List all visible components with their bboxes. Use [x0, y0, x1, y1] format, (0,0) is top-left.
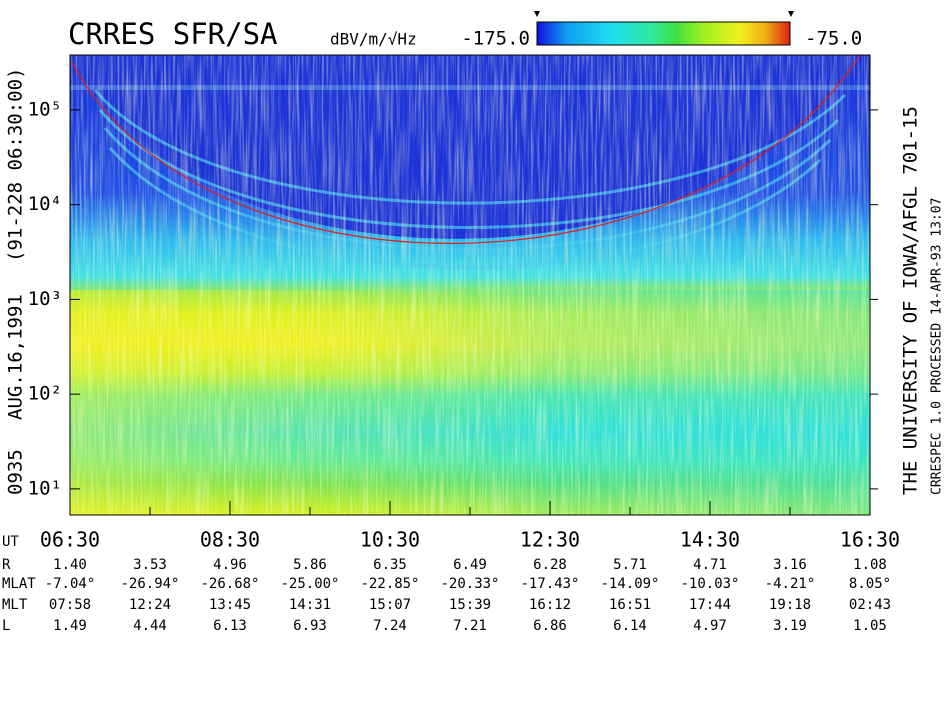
table-cell: -25.00°	[280, 576, 339, 592]
table-cell: 17:44	[689, 597, 731, 613]
left-annotation: AUG.16,1991	[5, 294, 27, 420]
table-cell: 1.05	[853, 618, 887, 634]
table-cell: 6.28	[533, 557, 567, 573]
table-cell: 12:24	[129, 597, 171, 613]
table-cell: 6.13	[213, 618, 247, 634]
table-cell: -26.68°	[200, 576, 259, 592]
table-cell: -14.09°	[600, 576, 659, 592]
table-cell: 6.14	[613, 618, 647, 634]
y-tick-label: 10¹	[28, 477, 62, 499]
table-cell: 14:31	[289, 597, 331, 613]
table-cell: -10.03°	[680, 576, 739, 592]
table-cell: 1.40	[53, 557, 87, 573]
right-annotation: THE UNIVERSITY OF IOWA/AFGL 701-15	[900, 106, 922, 495]
colorbar-marker	[534, 11, 794, 17]
table-cell: 16:51	[609, 597, 651, 613]
table-cell: 5.86	[293, 557, 327, 573]
table-cell: 5.71	[613, 557, 647, 573]
left-annotation: (91-228 06:30:00)	[5, 68, 27, 262]
table-cell: -22.85°	[360, 576, 419, 592]
colorbar-max-label: -75.0	[805, 28, 862, 50]
table-cell: 8.05°	[849, 576, 891, 592]
x-tick-label: 10:30	[360, 528, 420, 552]
y-tick-label: 10²	[28, 383, 62, 405]
table-cell: 7.24	[373, 618, 407, 634]
table-cell: -7.04°	[45, 576, 96, 592]
x-tick-label: 06:30	[40, 528, 100, 552]
table-cell: 15:39	[449, 597, 491, 613]
left-annotation: 0935	[5, 449, 27, 495]
table-cell: 15:07	[369, 597, 411, 613]
table-cell: 3.53	[133, 557, 167, 573]
right-annotation: CRRESPEC 1.0 PROCESSED 14-APR-93 13:07	[930, 198, 945, 495]
table-cell: 1.49	[53, 618, 87, 634]
table-cell: 6.49	[453, 557, 487, 573]
y-tick-label: 10³	[28, 288, 62, 310]
table-cell: 4.96	[213, 557, 247, 573]
x-tick-label: 08:30	[200, 528, 260, 552]
table-cell: 6.93	[293, 618, 327, 634]
table-row-label: L	[2, 618, 10, 634]
table-cell: 4.97	[693, 618, 727, 634]
table-cell: 7.21	[453, 618, 487, 634]
table-cell: 02:43	[849, 597, 891, 613]
table-cell: 3.16	[773, 557, 807, 573]
y-tick-label: 10⁵	[28, 98, 62, 120]
x-tick-label: 16:30	[840, 528, 900, 552]
table-row-label: R	[2, 557, 11, 573]
table-cell: 07:58	[49, 597, 91, 613]
x-axis-label: UT	[2, 534, 19, 550]
table-cell: 6.86	[533, 618, 567, 634]
colorbar	[536, 21, 791, 46]
table-cell: 4.44	[133, 618, 167, 634]
chart-title: CRRES SFR/SA	[68, 17, 278, 51]
colorbar-min-label: -175.0	[461, 28, 530, 50]
x-tick-label: 14:30	[680, 528, 740, 552]
y-tick-label: 10⁴	[28, 193, 62, 215]
table-cell: -17.43°	[520, 576, 579, 592]
table-cell: -20.33°	[440, 576, 499, 592]
table-cell: 19:18	[769, 597, 811, 613]
table-cell: -26.94°	[120, 576, 179, 592]
table-cell: 16:12	[529, 597, 571, 613]
x-tick-label: 12:30	[520, 528, 580, 552]
table-cell: -4.21°	[765, 576, 816, 592]
table-row-label: MLT	[2, 597, 28, 613]
table-row-label: MLAT	[2, 576, 36, 592]
table-cell: 3.19	[773, 618, 807, 634]
table-cell: 1.08	[853, 557, 887, 573]
spectrogram	[70, 55, 870, 515]
table-cell: 4.71	[693, 557, 727, 573]
table-cell: 6.35	[373, 557, 407, 573]
colorbar-label: dBV/m/√Hz	[330, 30, 417, 49]
table-cell: 13:45	[209, 597, 251, 613]
